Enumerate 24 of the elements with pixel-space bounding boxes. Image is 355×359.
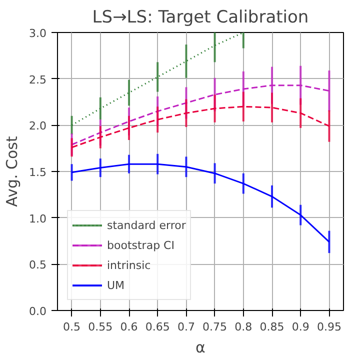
y-tick-label: 2.5 [29,73,47,86]
y-tick-label: 3.0 [29,27,47,40]
chart-title: LS→LS: Target Calibration [92,8,309,28]
x-tick-label: 0.75 [202,320,228,334]
x-tick-label: 0.8 [234,320,252,334]
legend-label: bootstrap CI [107,238,174,252]
x-tick-label: 0.7 [177,320,195,334]
y-tick-label: 1.0 [29,212,47,226]
x-tick-label: 0.55 [88,320,113,334]
y-tick-label: 2.0 [29,120,47,133]
y-tick-label: 0.0 [29,305,47,318]
x-tick-label: 0.95 [316,320,342,334]
y-tick-label: 1.5 [29,166,47,179]
legend-label: UM [107,278,126,292]
x-tick-label: 0.9 [292,320,310,334]
y-tick-label: 0.5 [29,258,47,272]
legend-label: standard error [107,218,186,232]
x-tick-label: 0.6 [120,320,138,334]
legend-label: intrinsic [107,258,151,272]
y-axis-title: Avg. Cost [3,136,22,207]
x-tick-label: 0.85 [260,320,284,334]
x-tick-label: 0.5 [63,320,81,334]
x-axis-title: α [196,338,206,356]
x-tick-label: 0.65 [145,320,170,334]
